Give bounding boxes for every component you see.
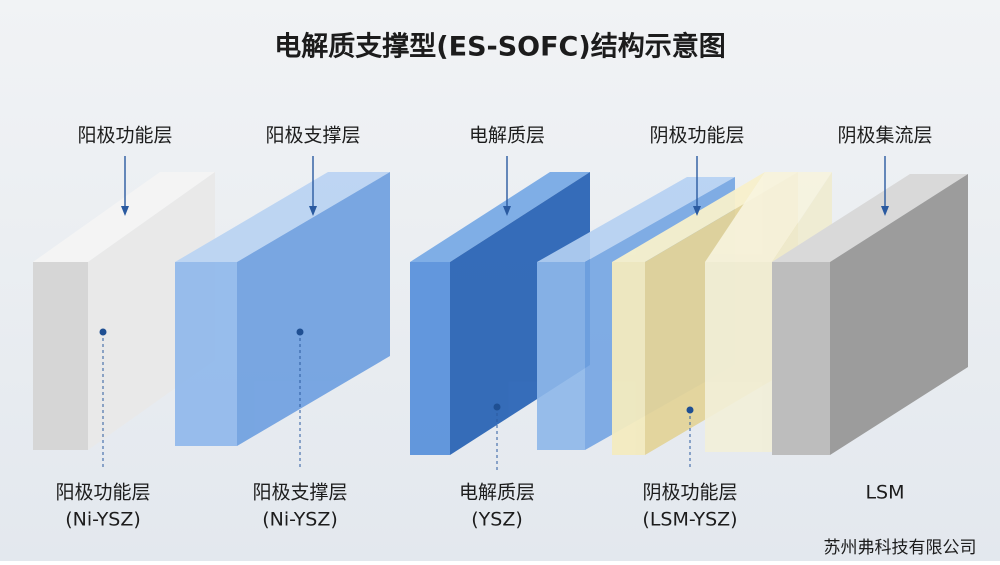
- pointer-arrow: [881, 206, 889, 216]
- slab-top: [772, 174, 968, 262]
- material-label: (Ni-YSZ): [262, 509, 338, 531]
- top-label: 阳极支撑层: [265, 125, 360, 147]
- labels: 阳极功能层阳极功能层(Ni-YSZ)阳极支撑层阳极支撑层(Ni-YSZ)电解质层…: [55, 125, 932, 531]
- title: 电解质支撑型(ES-SOFC)结构示意图: [274, 31, 725, 63]
- slab-top: [410, 172, 590, 262]
- material-label: (LSM-YSZ): [642, 509, 737, 531]
- leader-dot: [296, 328, 304, 336]
- slab: [772, 174, 968, 455]
- slab-front: [772, 262, 830, 455]
- slab-front: [705, 262, 772, 452]
- top-label: 阴极集流层: [837, 125, 932, 147]
- bottom-label: 电解质层: [459, 482, 535, 504]
- slabs: [33, 172, 968, 455]
- footer: 苏州弗科技有限公司: [824, 538, 977, 558]
- material-label: (Ni-YSZ): [65, 509, 141, 531]
- slab-side: [237, 172, 390, 446]
- slab: [175, 172, 390, 446]
- pointer-arrow: [309, 206, 317, 216]
- slab-top: [537, 177, 735, 262]
- slab-top: [33, 172, 215, 262]
- slab-side: [830, 174, 968, 455]
- pointer-arrow: [693, 206, 701, 216]
- pointer-arrow: [503, 206, 511, 216]
- slab-front: [612, 262, 645, 455]
- slab-front: [33, 262, 88, 450]
- leader-dot: [99, 328, 107, 336]
- leader-dot: [686, 406, 694, 414]
- top-label: 阳极功能层: [77, 125, 172, 147]
- material-label: (YSZ): [471, 509, 523, 531]
- slab-front: [537, 262, 585, 450]
- slab-top: [175, 172, 390, 262]
- bottom-label: 阳极功能层: [55, 482, 150, 504]
- slab-top: [705, 172, 832, 262]
- slab-front: [175, 262, 237, 446]
- top-label: 电解质层: [469, 125, 545, 147]
- bottom-label: LSM: [865, 482, 904, 504]
- bottom-label: 阳极支撑层: [252, 482, 347, 504]
- slab-front: [410, 262, 450, 455]
- leader-dot: [493, 403, 501, 411]
- pointer-arrow: [121, 206, 129, 216]
- bottom-label: 阴极功能层: [642, 482, 737, 504]
- top-label: 阴极功能层: [649, 125, 744, 147]
